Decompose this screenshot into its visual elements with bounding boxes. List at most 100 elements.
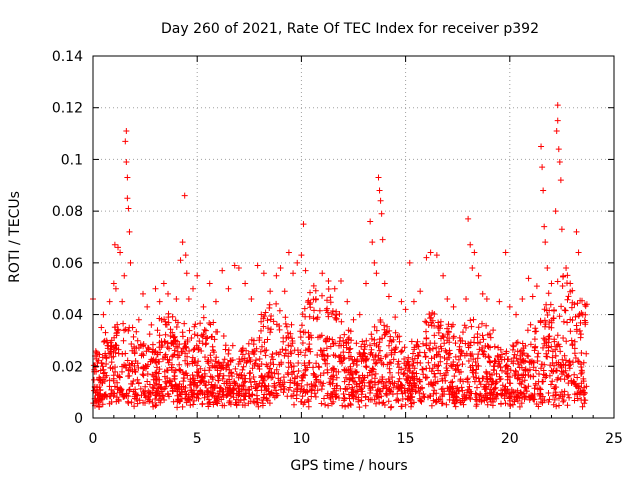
- scatter-point: [94, 383, 101, 390]
- scatter-point: [285, 249, 292, 256]
- scatter-point: [117, 249, 124, 256]
- scatter-point: [96, 391, 103, 398]
- scatter-point: [148, 321, 155, 328]
- scatter-point: [190, 285, 197, 292]
- y-tick-label: 0: [74, 411, 83, 427]
- scatter-point: [567, 280, 574, 287]
- scatter-point: [254, 262, 261, 269]
- scatter-point: [219, 267, 226, 274]
- scatter-point: [183, 270, 190, 277]
- scatter-point: [533, 283, 540, 290]
- scatter-point: [302, 267, 309, 274]
- scatter-point: [356, 311, 363, 318]
- dense-scatter-band: [90, 272, 590, 411]
- scatter-point: [127, 259, 134, 266]
- x-tick-label: 25: [605, 431, 623, 447]
- scatter-point: [506, 303, 513, 310]
- scatter-point: [144, 303, 151, 310]
- chart-title: Day 260 of 2021, Rate Of TEC Index for r…: [161, 21, 539, 37]
- scatter-point: [433, 252, 440, 259]
- scatter-point: [375, 174, 382, 181]
- scatter-point: [124, 195, 131, 202]
- x-tick-label: 20: [501, 431, 519, 447]
- scatter-point: [290, 270, 297, 277]
- scatter-point: [378, 210, 385, 217]
- scatter-point: [402, 306, 409, 313]
- scatter-point: [513, 311, 520, 318]
- scatter-point: [539, 164, 546, 171]
- scatter-point: [563, 265, 570, 272]
- scatter-point: [583, 301, 590, 308]
- scatter-point: [231, 262, 238, 269]
- scatter-point: [100, 311, 107, 318]
- scatter-points: [90, 102, 590, 398]
- scatter-point: [112, 285, 119, 292]
- scatter-point: [206, 280, 213, 287]
- scatter-point: [475, 272, 482, 279]
- scatter-point: [363, 280, 370, 287]
- scatter-point: [165, 290, 172, 297]
- scatter-point: [554, 117, 561, 124]
- scatter-point: [319, 270, 326, 277]
- scatter-point: [140, 290, 147, 297]
- scatter-point: [373, 270, 380, 277]
- scatter-point: [552, 208, 559, 215]
- scatter-point: [465, 215, 472, 222]
- x-tick-label: 10: [292, 431, 310, 447]
- x-tick-label: 5: [193, 431, 202, 447]
- scatter-point: [126, 228, 133, 235]
- scatter-point: [541, 223, 548, 230]
- scatter-point: [235, 265, 242, 272]
- scatter-point: [471, 249, 478, 256]
- y-tick-label: 0.1: [61, 152, 83, 168]
- scatter-point: [571, 301, 578, 308]
- scatter-point: [173, 296, 180, 303]
- scatter-point: [115, 244, 122, 251]
- y-tick-label: 0.08: [52, 204, 83, 220]
- scatter-point: [110, 280, 117, 287]
- scatter-point: [490, 327, 497, 334]
- x-tick-label: 15: [397, 431, 415, 447]
- plot-frame: [92, 55, 615, 419]
- scatter-point: [423, 254, 430, 261]
- y-tick-label: 0.02: [52, 359, 83, 375]
- scatter-point: [377, 197, 384, 204]
- scatter-point: [479, 290, 486, 297]
- scatter-point: [575, 249, 582, 256]
- scatter-point: [444, 296, 451, 303]
- scatter-point: [98, 324, 105, 331]
- y-tick-label: 0.04: [52, 308, 83, 324]
- scatter-point: [544, 265, 551, 272]
- scatter-point: [225, 285, 232, 292]
- tick-labels: 0 5 10 15 20 25 0 0.02 0.04 0.06 0.08 0.1 0.12 0.14: [52, 49, 623, 447]
- scatter-point: [553, 127, 560, 134]
- scatter-point: [119, 298, 126, 305]
- scatter-point: [281, 288, 288, 295]
- scatter-point: [212, 298, 219, 305]
- scatter-point: [179, 239, 186, 246]
- scatter-point: [129, 324, 136, 331]
- y-tick-label: 0.14: [52, 49, 83, 65]
- scatter-point: [376, 187, 383, 194]
- scatter-point: [548, 280, 555, 287]
- scatter-point: [102, 329, 109, 336]
- scatter-point: [123, 159, 130, 166]
- scatter-point: [248, 296, 255, 303]
- scatter-point: [337, 277, 344, 284]
- scatter-point: [556, 159, 563, 166]
- scatter-point: [557, 177, 564, 184]
- scatter-point: [579, 311, 586, 318]
- scatter-point: [131, 350, 138, 357]
- y-axis-label: ROTI / TECUs: [7, 191, 23, 283]
- scatter-point: [111, 241, 118, 248]
- scatter-point: [385, 293, 392, 300]
- scatter-point: [381, 280, 388, 287]
- scatter-point: [525, 275, 532, 282]
- scatter-point: [469, 265, 476, 272]
- scatter-point: [398, 298, 405, 305]
- scatter-point: [555, 146, 562, 153]
- scatter-point: [371, 259, 378, 266]
- scatter-point: [122, 138, 129, 145]
- scatter-point: [125, 205, 132, 212]
